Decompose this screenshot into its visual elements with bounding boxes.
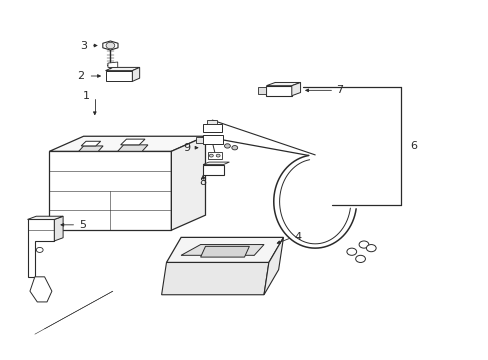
- Circle shape: [358, 241, 368, 248]
- Text: 6: 6: [410, 141, 417, 151]
- Polygon shape: [203, 162, 229, 165]
- Text: 8: 8: [199, 177, 206, 187]
- Polygon shape: [30, 277, 52, 302]
- Polygon shape: [49, 151, 171, 230]
- Polygon shape: [196, 136, 203, 143]
- Polygon shape: [118, 145, 148, 151]
- Circle shape: [366, 244, 375, 252]
- Text: 3: 3: [80, 41, 87, 50]
- Polygon shape: [81, 141, 101, 146]
- Polygon shape: [171, 136, 205, 230]
- Polygon shape: [266, 86, 291, 96]
- Text: 9: 9: [183, 143, 190, 153]
- Polygon shape: [166, 237, 283, 262]
- Circle shape: [346, 248, 356, 255]
- Circle shape: [209, 154, 213, 157]
- Text: 7: 7: [335, 85, 343, 95]
- Polygon shape: [203, 165, 223, 175]
- Polygon shape: [132, 67, 140, 81]
- Polygon shape: [105, 71, 132, 81]
- Polygon shape: [121, 139, 145, 145]
- Circle shape: [231, 145, 237, 150]
- Text: 1: 1: [82, 91, 89, 101]
- Polygon shape: [27, 216, 63, 220]
- Circle shape: [106, 42, 115, 49]
- FancyBboxPatch shape: [207, 152, 221, 159]
- Circle shape: [355, 255, 365, 262]
- Polygon shape: [105, 67, 140, 71]
- Polygon shape: [291, 82, 300, 96]
- Polygon shape: [200, 246, 249, 257]
- Polygon shape: [206, 120, 216, 124]
- Polygon shape: [161, 262, 268, 295]
- Text: 5: 5: [79, 220, 86, 230]
- Circle shape: [216, 154, 220, 157]
- Text: 4: 4: [294, 232, 301, 242]
- Polygon shape: [203, 124, 221, 132]
- Polygon shape: [79, 146, 103, 151]
- Polygon shape: [27, 220, 54, 277]
- Polygon shape: [203, 135, 222, 144]
- Polygon shape: [266, 82, 300, 86]
- Polygon shape: [257, 87, 266, 94]
- Polygon shape: [102, 41, 118, 50]
- Text: 2: 2: [78, 71, 84, 81]
- Circle shape: [36, 247, 43, 252]
- Polygon shape: [264, 237, 283, 295]
- Polygon shape: [54, 216, 63, 241]
- Polygon shape: [49, 136, 205, 151]
- Polygon shape: [108, 62, 118, 67]
- Circle shape: [224, 144, 230, 148]
- Polygon shape: [181, 244, 264, 255]
